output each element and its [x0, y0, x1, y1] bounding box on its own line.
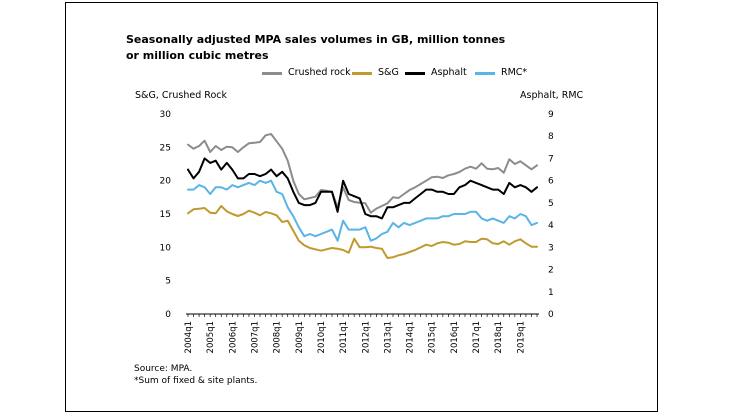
- series-line-s-g: [187, 205, 538, 259]
- left-axis-label: S&G, Crushed Rock: [135, 90, 227, 101]
- x-tick-label: 2018q1: [494, 321, 504, 353]
- right-axis-label: Asphalt, RMC: [520, 90, 584, 101]
- x-tick-label: 2011q1: [339, 321, 349, 353]
- legend-label-asphalt: Asphalt: [431, 67, 467, 78]
- left-y-tick-label: 20: [160, 177, 172, 187]
- legend-label-crushed-rock: Crushed rock: [288, 67, 351, 78]
- right-y-tick-label: 6: [548, 177, 554, 187]
- legend-label-rmc: RMC*: [501, 67, 528, 78]
- footnote: *Sum of fixed & site plants.: [134, 376, 258, 386]
- x-tick-label: 2015q1: [428, 321, 438, 353]
- x-tick-label: 2019q1: [516, 321, 526, 353]
- series-line-rmc: [187, 179, 538, 242]
- legend-label-sg: S&G: [378, 67, 399, 78]
- x-tick-label: 2006q1: [228, 321, 238, 353]
- right-y-tick-label: 4: [548, 221, 554, 231]
- right-y-tick-label: 8: [548, 132, 554, 142]
- left-y-tick-label: 30: [160, 110, 172, 120]
- right-y-tick-label: 7: [548, 154, 554, 164]
- x-tick-label: 2016q1: [450, 321, 460, 353]
- x-tick-label: 2014q1: [406, 321, 416, 353]
- chart-frame: [65, 2, 658, 412]
- x-tick-label: 2012q1: [361, 321, 371, 353]
- chart-source: Source: MPA. *Sum of fixed & site plants…: [134, 363, 257, 387]
- left-y-tick-label: 25: [160, 143, 171, 153]
- right-y-tick-label: 1: [548, 288, 554, 298]
- series-line-asphalt: [187, 157, 538, 220]
- right-y-tick-label: 0: [548, 310, 554, 320]
- left-y-tick-label: 10: [160, 243, 172, 253]
- x-tick-label: 2009q1: [295, 321, 305, 353]
- chart-title: Seasonally adjusted MPA sales volumes in…: [126, 33, 506, 62]
- x-tick-label: 2004q1: [184, 321, 194, 353]
- left-y-tick-label: 5: [165, 277, 171, 287]
- x-tick-label: 2013q1: [383, 321, 393, 353]
- legend-swatch-crushed-rock: [262, 72, 282, 75]
- left-y-tick-label: 0: [165, 310, 171, 320]
- x-tick-label: 2007q1: [250, 321, 260, 353]
- right-y-tick-label: 9: [548, 110, 554, 120]
- x-tick-label: 2017q1: [472, 321, 482, 353]
- legend-swatch-sg: [352, 72, 372, 75]
- x-tick-label: 2008q1: [273, 321, 283, 353]
- legend-swatch-rmc: [475, 72, 495, 75]
- right-y-tick-label: 5: [548, 199, 554, 209]
- left-y-tick-label: 15: [160, 210, 171, 220]
- x-tick-label: 2005q1: [206, 321, 216, 353]
- legend-swatch-asphalt: [405, 72, 425, 75]
- series-line-crushed-rock: [187, 133, 538, 214]
- right-y-tick-label: 3: [548, 243, 554, 253]
- source-note: Source: MPA.: [134, 364, 193, 374]
- x-tick-label: 2010q1: [317, 321, 327, 353]
- right-y-tick-label: 2: [548, 266, 554, 276]
